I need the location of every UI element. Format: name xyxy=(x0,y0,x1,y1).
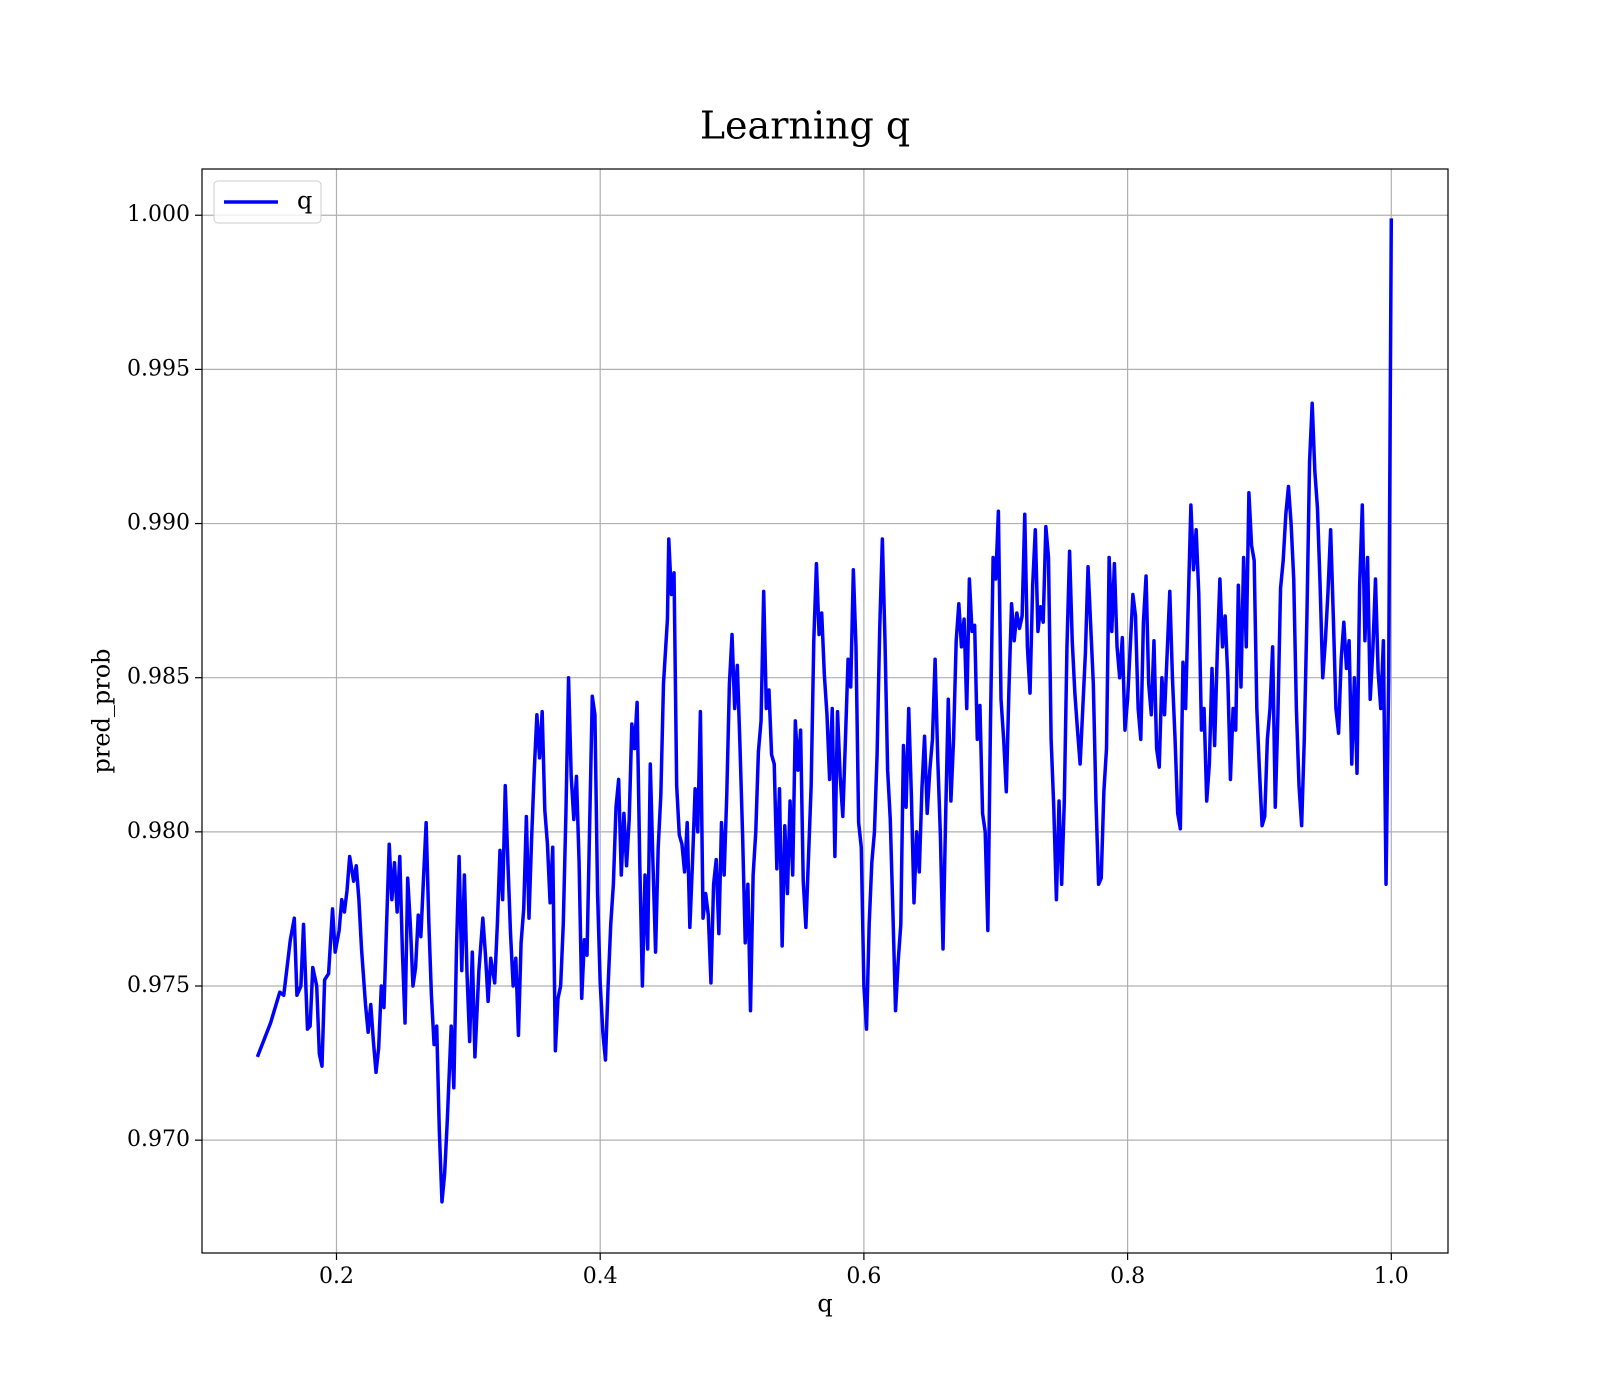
legend: q xyxy=(213,180,322,224)
x-tick-label: 0.6 xyxy=(846,1264,881,1289)
y-tick-label: 0.975 xyxy=(127,973,190,998)
x-tick-label: 1.0 xyxy=(1374,1264,1409,1289)
y-tick-label: 0.970 xyxy=(127,1127,190,1152)
data-line xyxy=(255,218,1394,1204)
x-tick-label: 0.4 xyxy=(583,1264,618,1289)
y-tick-label: 0.995 xyxy=(127,356,190,381)
y-tick-label: 0.980 xyxy=(127,819,190,844)
x-tick-label: 0.8 xyxy=(1110,1264,1145,1289)
x-tick-label: 0.2 xyxy=(319,1264,354,1289)
y-tick-label: 1.000 xyxy=(127,202,190,227)
legend-label: q xyxy=(297,187,312,215)
chart-title: Learning q xyxy=(700,104,910,148)
y-tick-label: 0.985 xyxy=(127,665,190,690)
plot-frame xyxy=(201,168,1449,1254)
y-tick-label: 0.990 xyxy=(127,511,190,536)
x-axis-label: q xyxy=(817,1290,832,1318)
y-axis-label: pred_prob xyxy=(88,648,116,773)
